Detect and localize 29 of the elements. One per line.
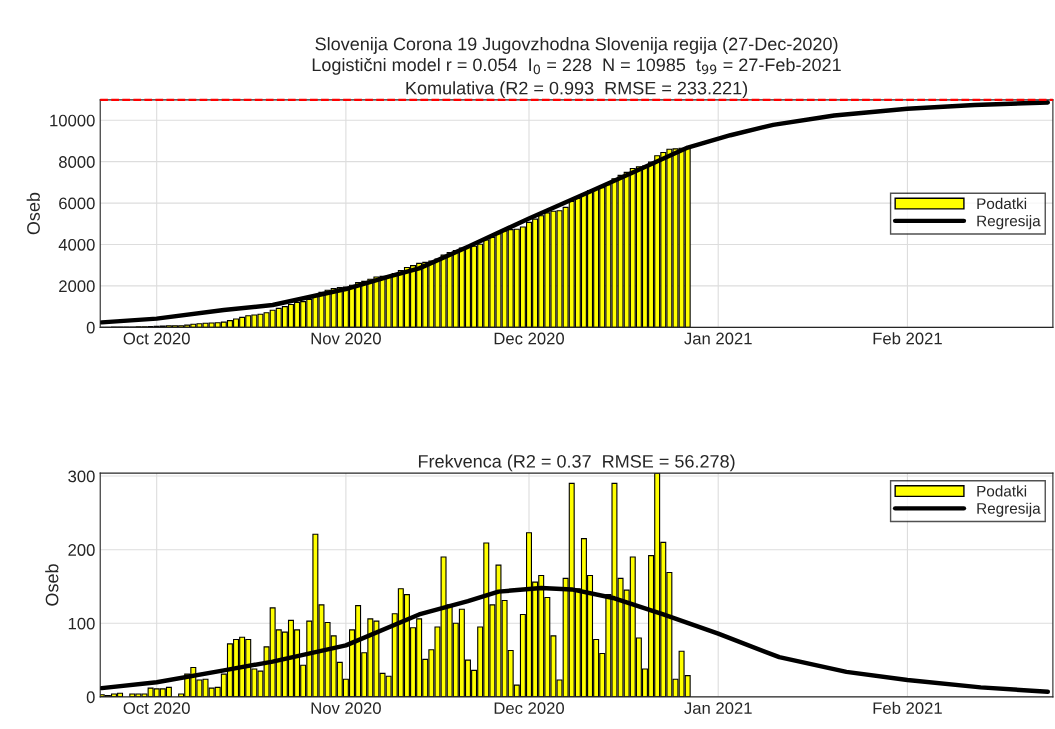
- legend-label: Podatki: [977, 485, 1027, 497]
- y-tick-label: 6000: [59, 197, 95, 210]
- y-tick-label: 100: [68, 617, 95, 630]
- legend-label: Regresija: [977, 215, 1041, 230]
- x-tick-label: Nov 2020: [311, 332, 381, 345]
- x-tick-label: Jan 2021: [684, 702, 752, 715]
- x-tick-label: Dec 2020: [494, 332, 565, 345]
- chart-subtitle: Frekvenca (R2 = 0.37 RMSE = 56.278): [418, 454, 735, 472]
- y-tick-label: 2000: [59, 280, 95, 293]
- y-tick-label: 300: [68, 470, 95, 483]
- y-axis-title: Oseb: [26, 192, 40, 235]
- x-tick-label: Oct 2020: [123, 702, 190, 715]
- y-tick-label: 10000: [50, 114, 95, 127]
- x-tick-label: Oct 2020: [123, 332, 190, 345]
- y-axis-title: Oseb: [45, 564, 59, 606]
- x-tick-label: Dec 2020: [494, 702, 565, 715]
- x-tick-label: Jan 2021: [684, 332, 752, 345]
- y-tick-label: 0: [86, 321, 95, 334]
- y-tick-label: 200: [68, 544, 95, 556]
- y-tick-label: 4000: [58, 238, 95, 251]
- y-tick-label: 8000: [59, 156, 95, 168]
- legend-label: Regresija: [977, 502, 1041, 517]
- y-tick-label: 0: [86, 691, 95, 704]
- chart-subtitle: Komulativa (R2 = 0.993 RMSE = 233.221): [406, 81, 748, 99]
- chart-title: Slovenija Corona 19 Jugovzhodna Slovenija regija (27-Dec-2020) Logistični model r = 0.054 I$_{0}$ = 228 N = 10985 t$_{99}$ = 27-Feb-2021: [312, 37, 841, 75]
- x-tick-label: Nov 2020: [311, 702, 381, 715]
- x-tick-label: Feb 2021: [873, 332, 942, 345]
- legend-label: Podatki: [977, 197, 1027, 210]
- x-tick-label: Feb 2021: [873, 701, 942, 715]
